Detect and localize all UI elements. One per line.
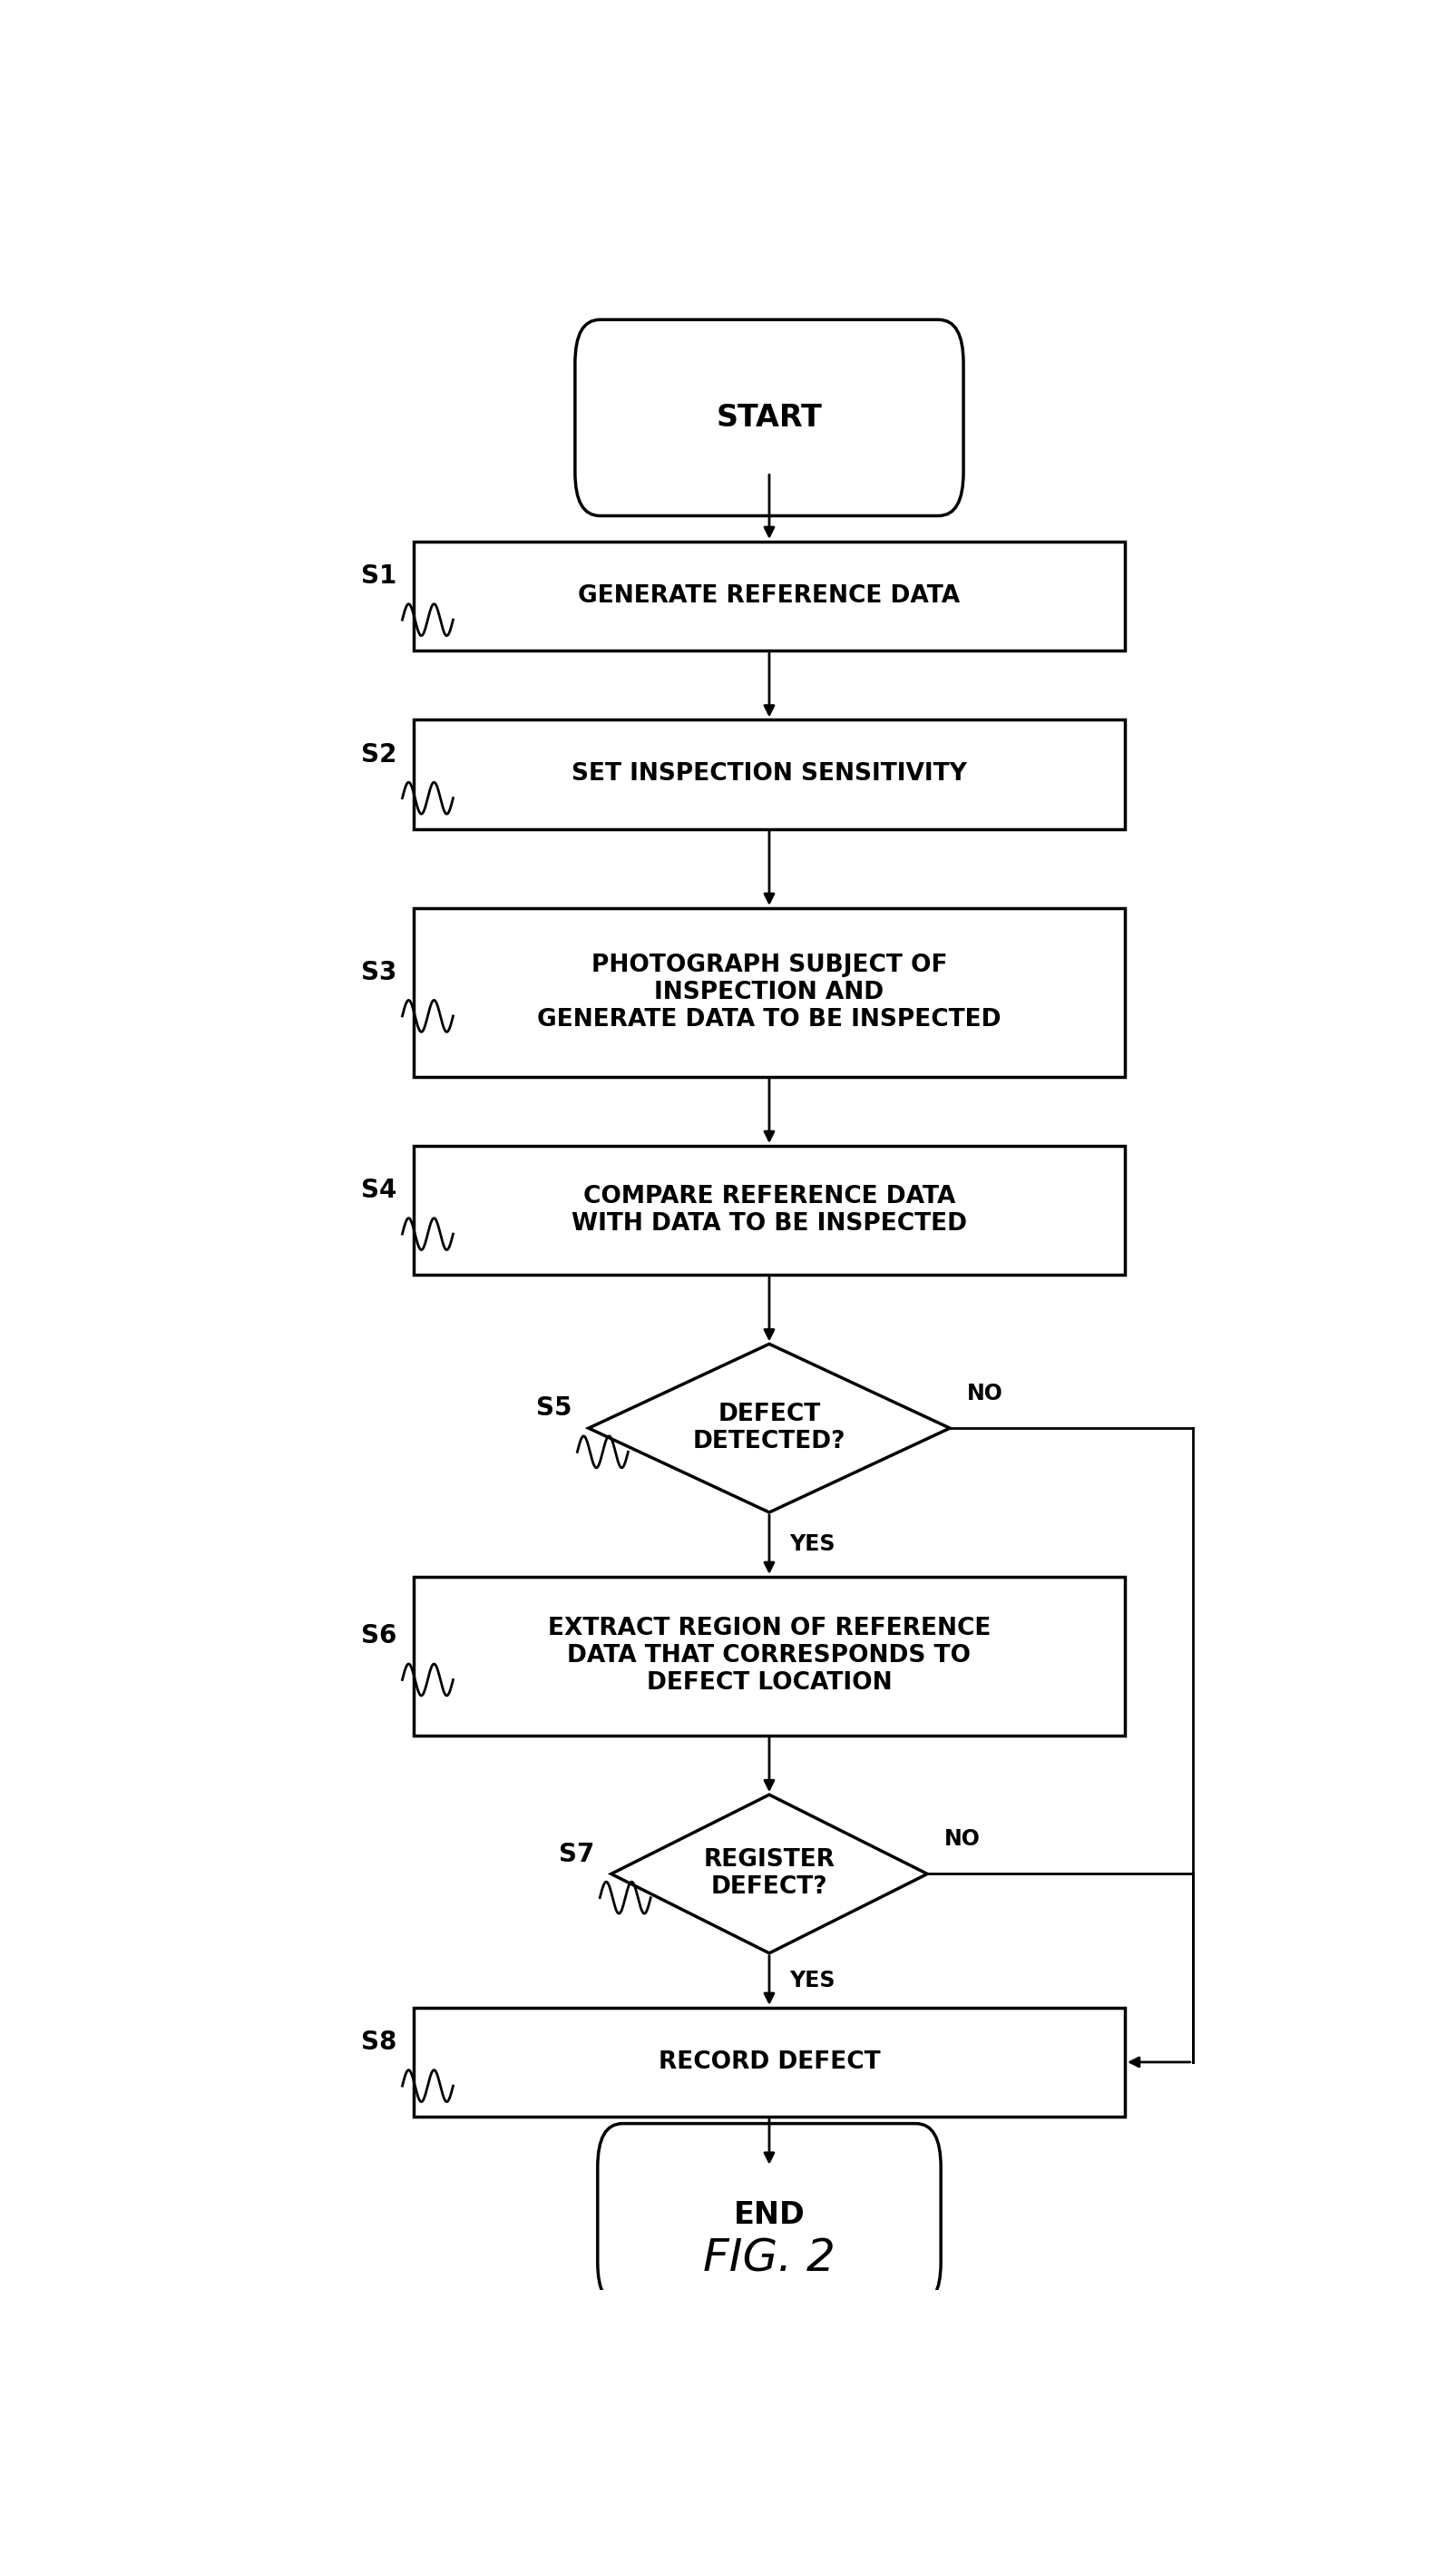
Text: GENERATE REFERENCE DATA: GENERATE REFERENCE DATA (578, 584, 960, 607)
Text: FIG. 2: FIG. 2 (703, 2236, 834, 2280)
Text: PHOTOGRAPH SUBJECT OF
INSPECTION AND
GENERATE DATA TO BE INSPECTED: PHOTOGRAPH SUBJECT OF INSPECTION AND GEN… (537, 952, 1000, 1032)
Bar (414, 540, 1124, 651)
FancyBboxPatch shape (575, 319, 962, 515)
Text: YES: YES (789, 1968, 834, 1992)
Text: REGISTER
DEFECT?: REGISTER DEFECT? (703, 1847, 834, 1899)
Text: SET INSPECTION SENSITIVITY: SET INSPECTION SENSITIVITY (571, 762, 967, 787)
Text: EXTRACT REGION OF REFERENCE
DATA THAT CORRESPONDS TO
DEFECT LOCATION: EXTRACT REGION OF REFERENCE DATA THAT CO… (547, 1616, 990, 1696)
Bar (414, 908, 1124, 1076)
Text: RECORD DEFECT: RECORD DEFECT (658, 2051, 879, 2074)
Text: DEFECT
DETECTED?: DEFECT DETECTED? (693, 1402, 844, 1454)
Text: S3: S3 (361, 960, 396, 985)
Bar (414, 2007, 1124, 2118)
Text: END: END (732, 2200, 805, 2231)
Text: S2: S2 (361, 741, 396, 767)
Text: COMPARE REFERENCE DATA
WITH DATA TO BE INSPECTED: COMPARE REFERENCE DATA WITH DATA TO BE I… (571, 1184, 967, 1235)
Bar (414, 720, 1124, 829)
Text: S1: S1 (361, 563, 396, 589)
Text: S4: S4 (361, 1178, 396, 1204)
Polygon shape (588, 1343, 949, 1513)
Text: START: START (716, 404, 821, 432)
Bar (414, 1145, 1124, 1274)
Text: S7: S7 (558, 1842, 594, 1868)
Text: NO: NO (967, 1382, 1002, 1405)
Text: S8: S8 (361, 2030, 396, 2056)
Polygon shape (612, 1796, 927, 1953)
Text: S6: S6 (361, 1624, 396, 1649)
Bar (414, 1577, 1124, 1734)
Text: S5: S5 (536, 1395, 571, 1420)
Text: YES: YES (789, 1534, 834, 1557)
FancyBboxPatch shape (597, 2123, 941, 2305)
Text: NO: NO (943, 1829, 980, 1850)
